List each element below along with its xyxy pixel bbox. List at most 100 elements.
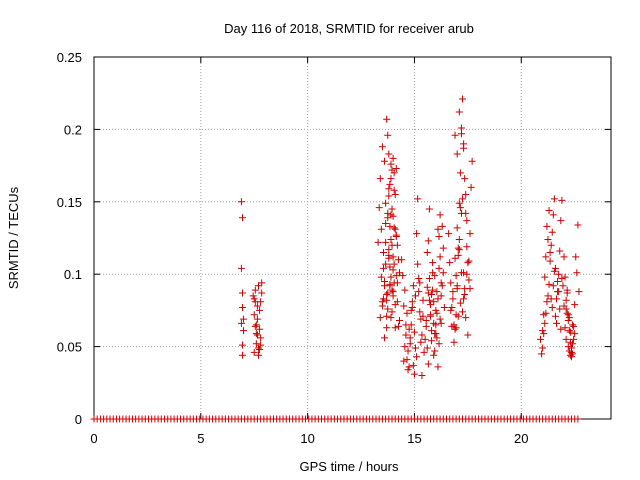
data-point	[459, 95, 467, 103]
data-point	[463, 270, 471, 278]
data-point	[250, 295, 258, 303]
data-point	[437, 319, 445, 327]
data-point	[379, 264, 387, 272]
data-point	[564, 343, 572, 351]
data-point	[549, 282, 557, 290]
data-point	[457, 209, 465, 217]
plot-frame	[93, 56, 612, 420]
data-point	[425, 205, 433, 213]
data-point	[429, 286, 437, 294]
data-point	[390, 260, 398, 268]
data-point	[555, 270, 563, 278]
data-point	[252, 321, 260, 329]
data-point	[418, 331, 426, 339]
data-point	[403, 309, 411, 317]
data-point	[461, 290, 469, 298]
data-point	[386, 263, 394, 271]
data-point	[451, 131, 459, 139]
data-point	[465, 257, 473, 265]
data-point	[408, 304, 416, 312]
data-point	[255, 351, 262, 359]
data-point	[464, 259, 472, 267]
data-point	[460, 269, 468, 277]
data-point	[554, 288, 562, 296]
data-point	[250, 311, 258, 319]
data-point	[434, 295, 442, 303]
data-point	[460, 140, 468, 148]
data-point	[448, 304, 456, 312]
data-point	[421, 335, 429, 343]
data-point	[564, 317, 572, 325]
data-point	[401, 286, 409, 294]
data-point	[462, 314, 470, 322]
data-point	[388, 308, 396, 316]
data-point	[550, 195, 558, 203]
data-point	[468, 157, 476, 165]
data-point	[238, 289, 246, 297]
data-point	[384, 305, 392, 313]
data-point	[451, 325, 459, 333]
data-point	[454, 312, 462, 320]
data-point	[392, 233, 400, 241]
data-point	[435, 233, 443, 241]
data-point	[429, 269, 437, 277]
data-point	[414, 260, 422, 268]
data-point	[547, 241, 555, 249]
data-point	[386, 180, 394, 188]
data-point	[390, 186, 398, 194]
data-point	[237, 319, 245, 327]
data-point	[422, 322, 430, 330]
data-point	[433, 334, 441, 342]
data-point	[388, 286, 396, 294]
data-point	[394, 322, 402, 330]
data-point	[413, 353, 421, 361]
data-point	[466, 230, 474, 238]
data-point	[237, 264, 245, 272]
x-tick-label: 20	[514, 431, 528, 446]
data-point	[392, 272, 400, 280]
data-point	[392, 164, 400, 172]
grid-lines	[94, 57, 611, 419]
data-point	[388, 241, 396, 249]
data-point	[253, 315, 261, 323]
data-point	[400, 302, 408, 310]
data-point	[401, 343, 409, 351]
data-point	[383, 115, 391, 123]
data-point	[389, 266, 397, 274]
data-point	[542, 309, 550, 317]
data-point	[238, 214, 246, 222]
data-point	[462, 191, 470, 199]
data-point	[251, 286, 259, 294]
data-point	[572, 253, 580, 261]
data-point	[436, 253, 444, 261]
x-tick-label: 15	[407, 431, 421, 446]
data-point	[251, 322, 259, 330]
data-point	[404, 366, 412, 374]
x-tick-label: 10	[300, 431, 314, 446]
data-point	[563, 289, 571, 297]
data-point	[386, 222, 394, 230]
data-point	[410, 370, 418, 378]
data-point	[566, 328, 574, 336]
data-point	[391, 225, 399, 233]
data-point	[390, 169, 398, 177]
x-tick-label: 0	[90, 431, 97, 446]
data-point	[570, 322, 578, 330]
data-point	[385, 192, 393, 200]
data-point	[553, 295, 561, 303]
data-point	[455, 246, 463, 254]
data-point	[554, 277, 562, 285]
data-point	[456, 204, 464, 212]
data-point	[545, 280, 553, 288]
data-point	[561, 273, 569, 281]
data-point	[437, 292, 445, 300]
data-point	[562, 305, 570, 313]
data-point	[424, 237, 432, 245]
data-point	[452, 324, 460, 332]
data-point	[543, 222, 551, 230]
data-point	[253, 331, 261, 339]
data-point	[238, 351, 246, 359]
data-point	[389, 253, 397, 261]
data-point	[416, 279, 424, 287]
